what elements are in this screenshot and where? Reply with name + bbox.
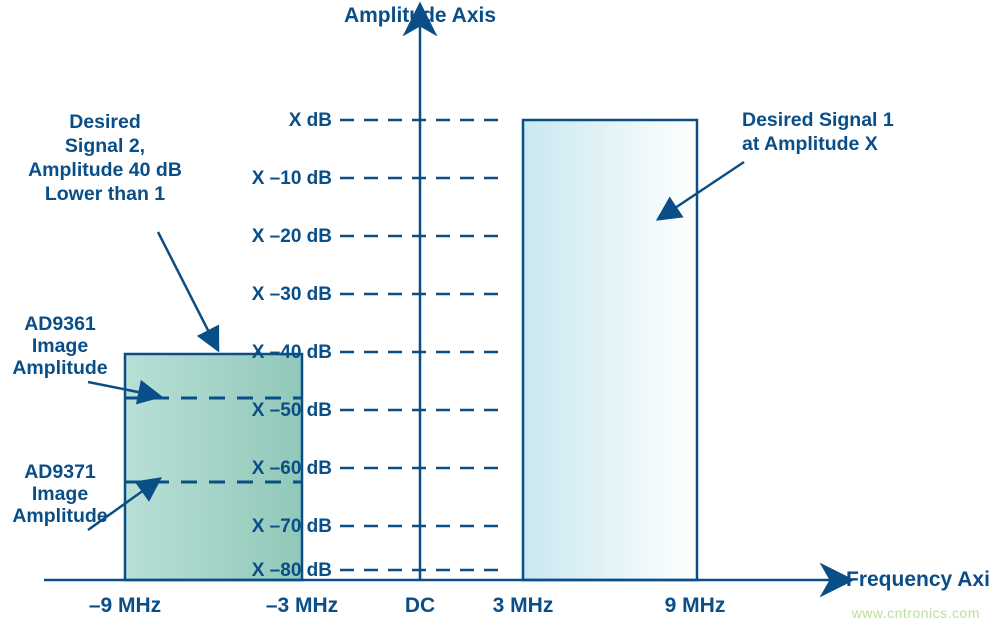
diagram: Amplitude Axis Frequency Axis –9 MHz –3 MHz… (0, 0, 991, 644)
desired2-arrow (158, 232, 217, 348)
x-tick-label: –9 MHz (89, 594, 161, 617)
ad9361-label: Amplitude (12, 357, 107, 379)
ad9371-label: AD9371 (24, 461, 96, 483)
desired2-label: Lower than 1 (45, 183, 165, 205)
desired2-label: Desired (69, 111, 141, 133)
y-axis-title: Amplitude Axis (344, 4, 496, 27)
y-tick-label: X –40 dB (252, 342, 332, 363)
ad9361-label: AD9361 (24, 313, 96, 335)
x-tick-label: DC (405, 594, 435, 617)
desired2-label: Amplitude 40 dB (28, 159, 182, 181)
desired1-label: at Amplitude X (742, 133, 878, 155)
y-tick-label: X –80 dB (252, 560, 332, 581)
y-tick-label: X –70 dB (252, 516, 332, 537)
right-bar (523, 120, 697, 580)
y-tick-label: X dB (289, 110, 332, 131)
x-tick-label: 9 MHz (665, 594, 726, 617)
y-tick-label: X –60 dB (252, 458, 332, 479)
x-tick-label: 3 MHz (493, 594, 554, 617)
watermark: www.cntronics.com (851, 605, 980, 621)
y-tick-label: X –50 dB (252, 400, 332, 421)
x-tick-label: –3 MHz (266, 594, 338, 617)
x-axis-title: Frequency Axis (846, 568, 991, 591)
desired2-label: Signal 2, (65, 135, 145, 157)
ad9361-label: Image (32, 335, 89, 357)
ad9371-label: Amplitude (12, 505, 107, 527)
ad9371-label: Image (32, 483, 89, 505)
y-tick-label: X –30 dB (252, 284, 332, 305)
y-tick-label: X –10 dB (252, 168, 332, 189)
y-tick-label: X –20 dB (252, 226, 332, 247)
desired1-label: Desired Signal 1 (742, 109, 894, 131)
